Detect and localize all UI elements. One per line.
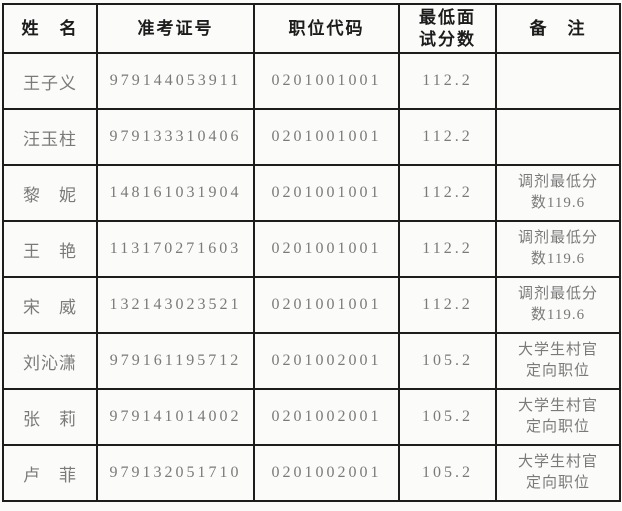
table-body: 王子义 979144053911 0201001001 112.2 汪玉柱 9791333… — [2, 52, 621, 502]
cell-score: 112.2 — [398, 220, 497, 278]
cell-ticket: 979144053911 — [96, 52, 255, 110]
cell-code: 0201002001 — [253, 332, 400, 390]
table-row: 黎 妮 148161031904 0201001001 112.2 调剂最低分 数119… — [2, 164, 621, 222]
cell-remark: 调剂最低分 数119.6 — [495, 276, 621, 334]
cell-remark: 大学生村官 定向职位 — [495, 332, 621, 390]
table-row: 王 艳 113170271603 0201001001 112.2 调剂最低分 数119… — [2, 220, 621, 278]
cell-score: 112.2 — [398, 52, 497, 110]
cell-score: 112.2 — [398, 164, 497, 222]
header-score: 最低面 试分数 — [398, 3, 497, 54]
cell-remark: 调剂最低分 数119.6 — [495, 220, 621, 278]
header-remark: 备 注 — [495, 3, 621, 54]
table-row: 张 莉 979141014002 0201002001 105.2 大学生村官 定向职位 — [2, 388, 621, 446]
cell-remark — [495, 108, 621, 166]
cell-ticket: 148161031904 — [96, 164, 255, 222]
cell-name: 汪玉柱 — [2, 108, 98, 166]
cell-score: 105.2 — [398, 388, 497, 446]
cell-remark: 大学生村官 定向职位 — [495, 444, 621, 502]
cell-remark: 大学生村官 定向职位 — [495, 388, 621, 446]
cell-remark — [495, 52, 621, 110]
cell-name: 王 艳 — [2, 220, 98, 278]
cell-score: 105.2 — [398, 444, 497, 502]
cell-code: 0201001001 — [253, 220, 400, 278]
cell-name: 刘沁潇 — [2, 332, 98, 390]
cell-ticket: 132143023521 — [96, 276, 255, 334]
header-code: 职位代码 — [253, 3, 400, 54]
table-row: 汪玉柱 979133310406 0201001001 112.2 — [2, 108, 621, 166]
cell-name: 宋 威 — [2, 276, 98, 334]
cell-name: 卢 菲 — [2, 444, 98, 502]
cell-code: 0201001001 — [253, 52, 400, 110]
cell-code: 0201002001 — [253, 444, 400, 502]
table-row: 王子义 979144053911 0201001001 112.2 — [2, 52, 621, 110]
header-row: 姓 名 准考证号 职位代码 最低面 试分数 备 注 — [2, 3, 621, 54]
cell-code: 0201001001 — [253, 108, 400, 166]
cell-score: 112.2 — [398, 276, 497, 334]
cell-remark: 调剂最低分 数119.6 — [495, 164, 621, 222]
cell-code: 0201002001 — [253, 388, 400, 446]
cell-code: 0201001001 — [253, 164, 400, 222]
header-name: 姓 名 — [2, 3, 98, 54]
interview-score-table: 姓 名 准考证号 职位代码 最低面 试分数 备 注 王子义 97914405391… — [2, 3, 621, 502]
cell-score: 112.2 — [398, 108, 497, 166]
table-row: 卢 菲 979132051710 0201002001 105.2 大学生村官 定向职位 — [2, 444, 621, 502]
cell-ticket: 979133310406 — [96, 108, 255, 166]
cell-ticket: 113170271603 — [96, 220, 255, 278]
table-row: 宋 威 132143023521 0201001001 112.2 调剂最低分 数119… — [2, 276, 621, 334]
cell-ticket: 979161195712 — [96, 332, 255, 390]
document-page: 姓 名 准考证号 职位代码 最低面 试分数 备 注 王子义 97914405391… — [0, 3, 622, 511]
cell-score: 105.2 — [398, 332, 497, 390]
header-ticket: 准考证号 — [96, 3, 255, 54]
cell-ticket: 979141014002 — [96, 388, 255, 446]
table-row: 刘沁潇 979161195712 0201002001 105.2 大学生村官 定向职位 — [2, 332, 621, 390]
cell-ticket: 979132051710 — [96, 444, 255, 502]
cell-name: 王子义 — [2, 52, 98, 110]
cell-name: 张 莉 — [2, 388, 98, 446]
cell-name: 黎 妮 — [2, 164, 98, 222]
cell-code: 0201001001 — [253, 276, 400, 334]
